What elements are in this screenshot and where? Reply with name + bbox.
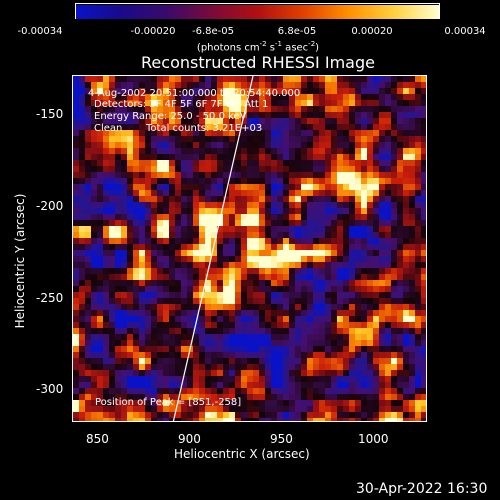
colorbar-gradient	[76, 5, 439, 19]
x-tick-label: 850	[86, 432, 109, 446]
colorbar	[75, 3, 440, 19]
colorbar-tick-label: 0.00034	[444, 26, 486, 37]
x-tick-label: 950	[270, 432, 293, 446]
colorbar-tick-label: -0.00034	[17, 26, 63, 37]
y-axis-label: Heliocentric Y (arcsec)	[13, 193, 27, 329]
y-tick-label: -200	[36, 199, 64, 213]
y-tick-label: -250	[36, 291, 64, 305]
peak-position-label: Position of Peak = [851,-258]	[95, 397, 242, 408]
x-axis-label: Heliocentric X (arcsec)	[174, 447, 310, 461]
colorbar-tick-label: -0.00020	[130, 26, 176, 37]
time-range-label: 4-Aug-2002 20:51:00.000 to 20:54:40.000	[88, 88, 301, 99]
colorbar-tick-label: -6.8e-05	[192, 26, 234, 37]
total-counts-label: Total counts: 3.21E+03	[146, 123, 263, 134]
colorbar-tick-label: 0.00020	[351, 26, 393, 37]
y-tick-label: -150	[36, 107, 64, 121]
x-tick-label: 1000	[358, 432, 389, 446]
solar-limb-line	[172, 76, 254, 421]
x-tick-label: 900	[178, 432, 201, 446]
image-title: Reconstructed RHESSI Image	[141, 53, 375, 72]
detectors-label: Detectors: 3F 4F 5F 6F 7F 8F, Att 1	[94, 99, 269, 110]
energy-range-label: Energy Range: 25.0 - 50.0 keV	[94, 111, 247, 122]
colorbar-units: (photons cm-2 s-1 asec-2)	[196, 40, 320, 54]
rhessi-image	[72, 75, 427, 422]
timestamp-footer: 30-Apr-2022 16:30	[356, 481, 488, 497]
colorbar-tick-label: 6.8e-05	[277, 26, 317, 37]
rhessi-heatmap	[73, 76, 426, 421]
y-tick-label: -300	[36, 382, 64, 396]
clean-label: Clean	[94, 123, 123, 134]
